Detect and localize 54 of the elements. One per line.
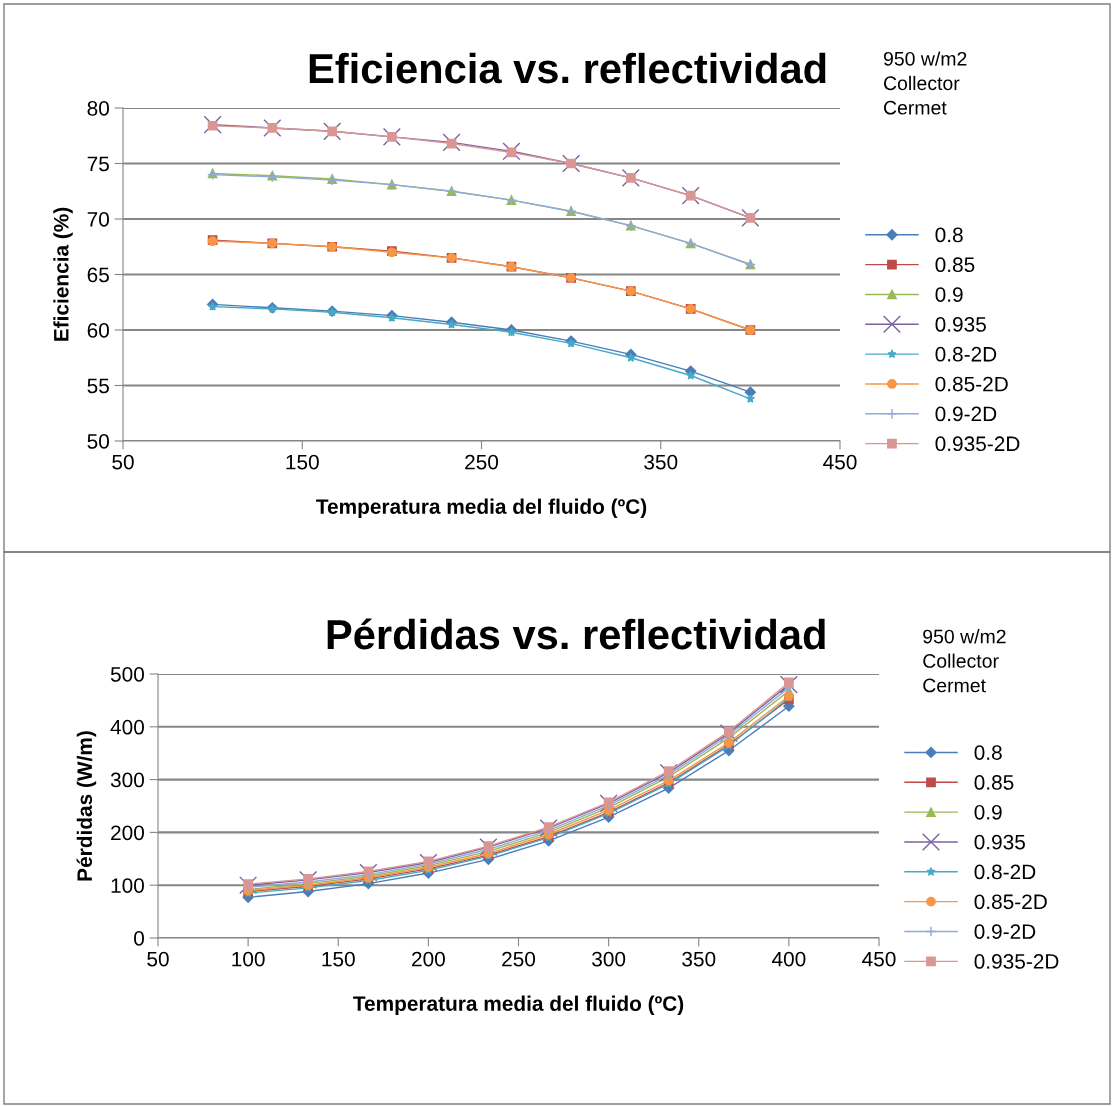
y-tick-label: 400 [110,719,144,735]
x-tick-label: 50 [147,951,169,967]
legend-label: 0.935-2D [935,436,1020,452]
y-tick-label: 80 [87,101,109,116]
text: Collector [923,653,999,668]
legend-label: 0.85-2D [935,376,1008,392]
legend-label: 0.8 [974,745,1002,760]
legend-label: 0.9 [974,804,1002,820]
legend-label: 0.935 [935,317,986,332]
chart-title: Eficiencia vs. reflectividad [309,52,826,84]
x-axis-title: Temperatura media del fluido (ºC) [353,995,684,1016]
x-tick-label: 300 [592,951,626,967]
text: 950 w/m2 [923,629,1006,644]
x-tick-label: 250 [465,454,499,470]
y-tick-label: 300 [110,772,144,788]
x-tick-label: 350 [682,951,716,967]
y-tick-label: 0 [134,931,144,946]
x-axis-title: Temperatura media del fluido (ºC) [316,498,647,519]
y-tick-label: 50 [87,434,109,449]
y-axis-title: Pérdidas (W/m) [76,731,97,881]
text: Cermet [884,100,947,115]
x-tick-label: 250 [502,951,536,967]
x-tick-label: 450 [823,454,857,470]
legend-label: 0.8 [935,227,963,243]
x-tick-label: 450 [862,951,896,967]
legend-label: 0.9 [935,287,963,302]
y-tick-label: 60 [87,323,109,338]
legend-label: 0.935 [974,834,1025,850]
legend-label: 0.9-2D [935,406,997,422]
y-axis-title: Eficiencia (%) [53,207,73,341]
x-tick-label: 400 [771,951,806,967]
y-tick-label: 500 [110,667,144,682]
x-tick-label: 150 [322,951,355,967]
text: Cermet [923,678,986,693]
y-tick-label: 70 [87,212,109,227]
text: 950 w/m2 [883,51,967,66]
y-tick-label: 100 [111,878,144,893]
x-tick-label: 200 [412,951,445,967]
y-tick-label: 200 [111,825,144,841]
x-tick-label: 350 [644,454,678,470]
legend-label: 0.8-2D [974,864,1036,880]
legend-label: 0.85 [935,257,975,273]
x-tick-label: 100 [232,951,265,967]
chart-title: Pérdidas vs. reflectividad [327,618,825,650]
y-tick-label: 55 [87,378,109,394]
y-tick-label: 75 [87,156,109,172]
y-tick-label: 65 [87,267,109,283]
legend-label: 0.8-2D [935,346,997,362]
legend-label: 0.85 [974,775,1014,790]
x-tick-label: 150 [286,454,319,470]
legend-label: 0.935-2D [974,954,1059,969]
legend-label: 0.9-2D [974,924,1036,939]
text: Collector [884,75,960,91]
legend-label: 0.85-2D [974,894,1047,910]
